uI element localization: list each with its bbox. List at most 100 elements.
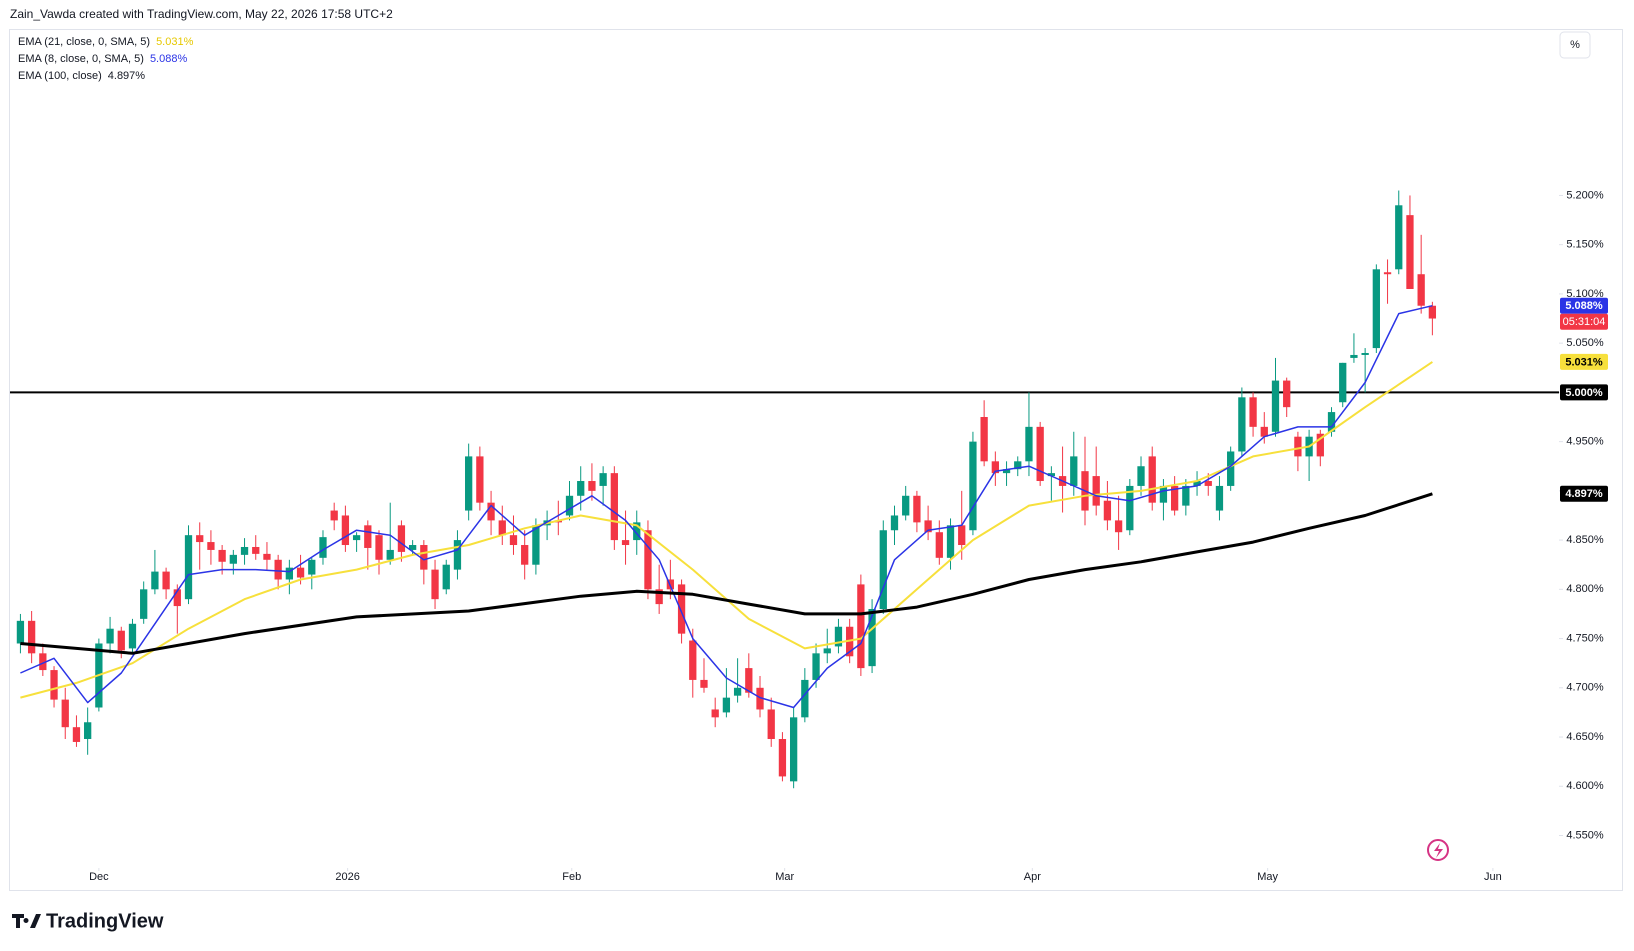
plot-area (10, 190, 1559, 789)
candle-body (1417, 274, 1425, 306)
candle-body (39, 653, 47, 671)
legend-name: EMA (100, close) (18, 70, 102, 82)
candle-body (1372, 269, 1380, 349)
candle-body (1271, 380, 1280, 432)
candle-body (767, 709, 775, 740)
candle-body (621, 540, 630, 546)
legend-value: 4.897% (108, 70, 146, 82)
candle-body (812, 653, 820, 680)
candle-body (1092, 476, 1100, 506)
candle-body (151, 571, 159, 590)
x-tick-label: Feb (562, 871, 581, 883)
ema-line (20, 361, 1433, 699)
candle-body (577, 481, 585, 496)
price-badge: 5.031% (1565, 356, 1603, 368)
candle-body (1002, 469, 1011, 474)
y-tick-label: 5.050% (1566, 337, 1604, 349)
header: Zain_Vawda created with TradingView.com,… (10, 7, 393, 21)
candle-body (61, 699, 69, 728)
hline-badge: 5.000% (1565, 387, 1603, 399)
candle-body (1215, 485, 1224, 511)
scale-button-label[interactable]: % (1570, 39, 1580, 51)
y-tick-label: 4.600% (1566, 780, 1604, 792)
y-tick-label: 4.550% (1566, 829, 1604, 841)
candle-body (1361, 352, 1369, 355)
candle-body (1350, 354, 1358, 358)
candle-body (610, 473, 618, 541)
candle-body (319, 537, 327, 558)
candle-body (465, 456, 473, 511)
legend-entry: EMA (8, close, 0, SMA, 5) 5.088% (18, 53, 187, 65)
candle-body (72, 727, 81, 742)
candle-body (1170, 485, 1179, 511)
candle-body (140, 589, 148, 619)
candle-body (1260, 426, 1268, 437)
candle-body (644, 530, 652, 590)
countdown: 05:31:04 (1563, 316, 1606, 328)
candle-body (128, 623, 137, 649)
candle-body (980, 417, 988, 462)
y-tick-label: 4.650% (1566, 731, 1604, 743)
candle-body (834, 626, 843, 647)
candle-body (509, 535, 518, 546)
candle-body (1227, 451, 1235, 486)
y-tick-label: 4.800% (1566, 583, 1604, 595)
ema-line (20, 304, 1433, 709)
candle-body (285, 567, 294, 580)
candle-body (1036, 426, 1044, 482)
candle-body (588, 481, 596, 491)
candle-body (453, 540, 462, 570)
candle-body (173, 589, 181, 607)
candle-body (756, 687, 764, 710)
candle-body (330, 510, 338, 521)
candle-body (308, 559, 316, 575)
candle-body (1148, 456, 1156, 503)
y-tick-label: 5.150% (1566, 239, 1604, 251)
price-badge-bg (1560, 485, 1608, 502)
candle-body (117, 630, 125, 651)
candle-body (1383, 272, 1392, 275)
candle-body (733, 687, 742, 696)
candle-body (521, 545, 529, 565)
candle-body (1406, 215, 1414, 289)
candle-body (969, 441, 977, 531)
candle-body (184, 535, 193, 600)
candle-body (1395, 205, 1403, 270)
candle-body (789, 717, 798, 782)
candle-body (868, 609, 876, 667)
candle-body (162, 571, 170, 590)
y-tick-label: 4.950% (1566, 436, 1604, 448)
candle-body (745, 668, 753, 693)
price-badge-bg (1560, 297, 1608, 314)
flash-icon (1427, 839, 1449, 861)
candle-body (16, 620, 25, 644)
candle-body (442, 564, 450, 590)
candle-body (476, 456, 484, 503)
candle-body (263, 553, 271, 560)
candle-body (924, 520, 932, 533)
candle-body (84, 722, 92, 740)
x-tick-label: May (1257, 871, 1278, 883)
y-tick-label: 4.750% (1566, 632, 1604, 644)
candle-body (1159, 485, 1168, 503)
price-badge: 5.088% (1565, 300, 1603, 312)
candle-body (823, 648, 831, 654)
legend: EMA (21, close, 0, SMA, 5) 5.031% EMA (8, … (18, 36, 194, 82)
candle-body (1204, 481, 1212, 486)
scale-button[interactable] (1559, 31, 1591, 59)
candle-body (700, 679, 708, 688)
candle-body (431, 569, 439, 600)
candle-body (1327, 412, 1336, 432)
candle-body (1025, 426, 1033, 462)
candle-body (801, 679, 809, 718)
legend-entry: EMA (100, close) 4.897% (18, 70, 145, 82)
candle-body (1316, 433, 1324, 457)
candle-body (1114, 520, 1123, 533)
candle-body (364, 525, 372, 548)
candle-body (565, 495, 574, 516)
candle-body (218, 549, 226, 562)
candle-body (958, 525, 966, 546)
candle-body (196, 535, 204, 543)
candle-body (689, 640, 697, 680)
